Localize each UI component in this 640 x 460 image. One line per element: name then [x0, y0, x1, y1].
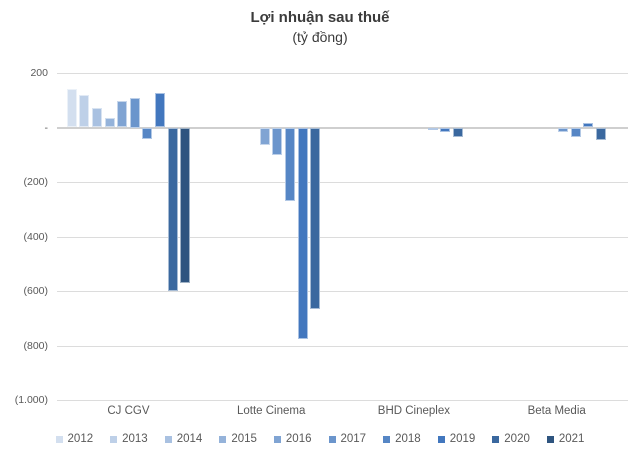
legend-swatch-2020 [492, 435, 500, 443]
bar-2018-bhd-cineplex [427, 127, 438, 130]
bar-2013-cj-cgv [79, 94, 90, 128]
legend-item-2015: 2015 [219, 433, 257, 445]
bar-2020-cj-cgv [167, 127, 178, 291]
zero-axis-line [57, 127, 628, 129]
legend-label: 2017 [340, 433, 367, 445]
legend-item-2013: 2013 [110, 433, 148, 445]
legend-item-2016: 2016 [273, 433, 312, 445]
bar-2018-cj-cgv [142, 127, 153, 139]
category-label-beta-media: Beta Media [527, 405, 586, 417]
legend-swatch-2016 [273, 435, 281, 443]
bar-2014-cj-cgv [91, 107, 102, 128]
gridline [57, 73, 628, 74]
y-axis-tick-label: (600) [23, 285, 48, 297]
legend-item-2017: 2017 [328, 433, 367, 445]
legend-label: 2015 [231, 433, 257, 445]
y-axis-tick-label: - [44, 122, 49, 134]
bar-2012-cj-cgv [66, 89, 77, 128]
chart-header: Lợi nhuận sau thuế (tỷ đồng) [0, 8, 640, 47]
legend-item-2021: 2021 [546, 433, 585, 445]
legend-item-2012: 2012 [55, 433, 94, 445]
bar-2019-cj-cgv [154, 93, 165, 128]
gridline [57, 346, 628, 347]
bar-2017-lotte-cinema [272, 127, 283, 156]
bar-2021-cj-cgv [180, 127, 191, 284]
legend-swatch-2014 [164, 435, 172, 443]
legend-swatch-2017 [328, 435, 336, 443]
legend-swatch-2013 [110, 435, 118, 443]
category-label-lotte-cinema: Lotte Cinema [236, 405, 306, 417]
category-label-cj-cgv: CJ CGV [107, 405, 150, 417]
bar-2019-bhd-cineplex [440, 127, 451, 132]
legend-label: 2012 [67, 433, 94, 445]
bar-2017-beta-media [557, 127, 568, 132]
legend-label: 2013 [122, 433, 148, 445]
y-axis-tick-label: (400) [23, 231, 48, 243]
bar-2018-lotte-cinema [285, 127, 295, 201]
legend: 2012 2013 2014 2015 2016 2017 2018 2019 2020 2021 [0, 433, 640, 445]
bar-2016-lotte-cinema [259, 127, 270, 146]
legend-swatch-2018 [383, 435, 391, 443]
bar-2019-lotte-cinema [297, 127, 308, 339]
legend-item-2014: 2014 [164, 433, 203, 445]
legend-label: 2014 [176, 433, 203, 445]
bar-2019-beta-media [583, 122, 594, 128]
legend-swatch-2019 [437, 435, 445, 443]
bar-2020-beta-media [595, 127, 606, 140]
gridline [57, 291, 628, 292]
legend-item-2020: 2020 [492, 433, 530, 445]
chart-title: Lợi nhuận sau thuế [250, 9, 390, 26]
legend-swatch-2012 [55, 435, 63, 443]
bar-2020-lotte-cinema [310, 127, 321, 310]
bar-2018-beta-media [570, 127, 581, 137]
gridline [57, 237, 628, 238]
category-label-bhd-cineplex: BHD Cineplex [377, 405, 451, 417]
y-axis-tick-label: (800) [23, 340, 48, 352]
legend-label: 2018 [395, 433, 421, 445]
bar-2016-cj-cgv [117, 101, 128, 128]
y-axis-tick-label: (200) [23, 176, 48, 188]
gridline [57, 400, 628, 401]
bar-2020-bhd-cineplex [453, 127, 463, 137]
legend-label: 2021 [558, 433, 585, 445]
y-axis-tick-label: 200 [30, 67, 48, 79]
legend-swatch-2015 [219, 435, 227, 443]
bar-2017-cj-cgv [129, 97, 140, 128]
gridline [57, 182, 628, 183]
y-axis-tick-label: (1.000) [14, 394, 48, 406]
chart-subtitle: (tỷ đồng) [292, 29, 348, 45]
legend-label: 2019 [449, 433, 476, 445]
legend-label: 2020 [504, 433, 530, 445]
legend-item-2018: 2018 [383, 433, 421, 445]
legend-item-2019: 2019 [437, 433, 476, 445]
legend-swatch-2021 [546, 435, 554, 443]
legend-label: 2016 [285, 433, 312, 445]
bar-2015-cj-cgv [104, 117, 115, 128]
